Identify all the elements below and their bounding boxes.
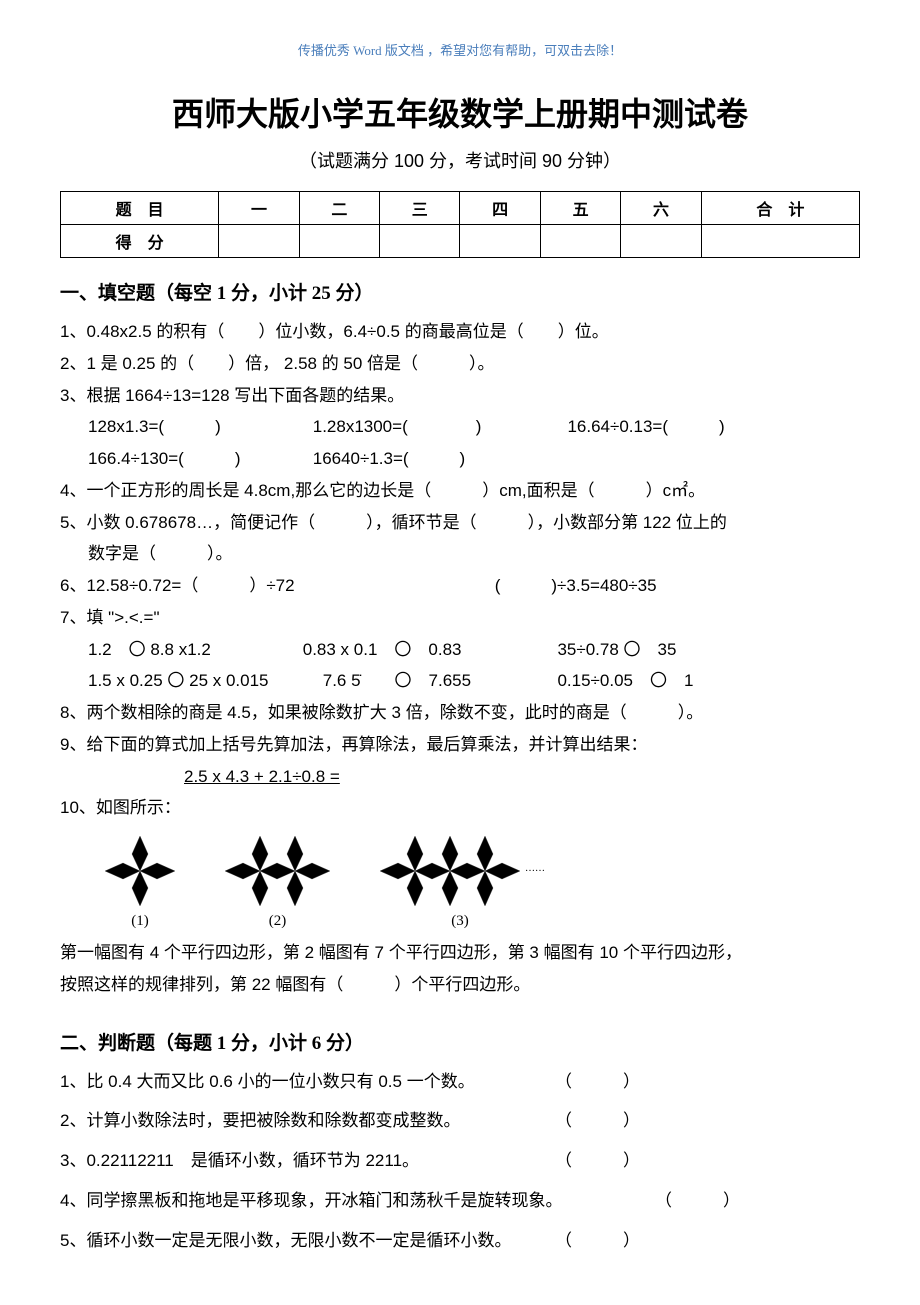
q2-5-text: 5、循环小数一定是无限小数，无限小数不一定是循环小数。 (60, 1226, 511, 1256)
q1-7: 7、填 ">.<.=" (60, 603, 860, 633)
diamond-pattern-2-icon (220, 831, 335, 911)
q1-7-line2: 1.5 x 0.25 〇 25 x 0.015 7.6 5̇ 〇 7.655 0… (60, 666, 860, 696)
q1-9: 9、给下面的算式加上括号先算加法，再算除法，最后算乘法，并计算出结果： (60, 730, 860, 760)
col-header-2: 二 (299, 192, 379, 225)
q1-3: 3、根据 1664÷13=128 写出下面各题的结果。 (60, 381, 860, 411)
col-header-6: 六 (621, 192, 701, 225)
score-cell (621, 225, 701, 258)
q1-3-l2a: 166.4÷130=( ) (88, 444, 308, 474)
figure-2: (2) (220, 831, 335, 930)
q2-1-text: 1、比 0.4 大而又比 0.6 小的一位小数只有 0.5 一个数。 (60, 1067, 475, 1097)
section-1-title: 一、填空题（每空 1 分，小计 25 分） (60, 278, 860, 305)
q1-7-line1: 1.2 〇 8.8 x1.2 0.83 x 0.1 〇 0.83 35÷0.78… (60, 635, 860, 665)
header-note: 传播优秀 Word 版文档 ，希望对您有帮助，可双击去除！ (60, 40, 860, 59)
q1-1: 1、0.48x2.5 的积有（ ）位小数，6.4÷0.5 的商最高位是（ ）位。 (60, 317, 860, 347)
q1-3-l1c: 16.64÷0.13=( ) (567, 412, 724, 442)
q1-6: 6、12.58÷0.72=（ ）÷72 ( )÷3.5=480÷35 (60, 571, 860, 601)
q1-7-l2c: 0.15÷0.05 〇 1 (557, 666, 693, 696)
judge-paren: （ ） (655, 1186, 740, 1216)
q1-3-line2: 166.4÷130=( ) 16640÷1.3=( ) (60, 444, 860, 474)
q1-7-l1a: 1.2 〇 8.8 x1.2 (88, 635, 298, 665)
diamond-pattern-3-icon: …… (375, 831, 545, 911)
score-cell (540, 225, 620, 258)
q1-10: 10、如图所示： (60, 793, 860, 823)
col-header-4: 四 (460, 192, 540, 225)
q1-7-l1b: 0.83 x 0.1 〇 0.83 (303, 635, 553, 665)
score-cell (299, 225, 379, 258)
figure-1: (1) (100, 831, 180, 930)
q2-2-text: 2、计算小数除法时，要把被除数和除数都变成整数。 (60, 1106, 460, 1136)
q2-4-text: 4、同学擦黑板和拖地是平移现象，开冰箱门和荡秋千是旋转现象。 (60, 1186, 562, 1216)
q1-3-line1: 128x1.3=( ) 1.28x1300=( ) 16.64÷0.13=( ) (60, 412, 860, 442)
q2-1: 1、比 0.4 大而又比 0.6 小的一位小数只有 0.5 一个数。 （ ） (60, 1067, 860, 1097)
figure-2-label: (2) (220, 913, 335, 930)
q2-2: 2、计算小数除法时，要把被除数和除数都变成整数。 （ ） (60, 1106, 860, 1136)
diamond-pattern-1-icon (100, 831, 180, 911)
q1-10-desc2: 按照这样的规律排列，第 22 幅图有（ ）个平行四边形。 (60, 970, 860, 1000)
score-cell (380, 225, 460, 258)
figure-3: …… (3) (375, 831, 545, 930)
q1-7-l2b: 7.6 5̇ 〇 7.655 (323, 666, 553, 696)
q1-5-cont: 数字是（ ）。 (60, 539, 860, 569)
main-title: 西师大版小学五年级数学上册期中测试卷 (60, 89, 860, 135)
score-cell (460, 225, 540, 258)
q1-3-l1a: 128x1.3=( ) (88, 412, 308, 442)
col-header-1: 一 (219, 192, 299, 225)
score-cell (219, 225, 299, 258)
q2-4: 4、同学擦黑板和拖地是平移现象，开冰箱门和荡秋千是旋转现象。 （ ） (60, 1186, 860, 1216)
score-table: 题 目 一 二 三 四 五 六 合 计 得 分 (60, 191, 860, 258)
q1-3-l2b: 16640÷1.3=( ) (313, 444, 466, 474)
q1-9-expr: 2.5 x 4.3 + 2.1÷0.8 = (60, 762, 860, 792)
q1-6b: ( )÷3.5=480÷35 (495, 571, 657, 601)
q2-3-text: 3、0.22112211 是循环小数，循环节为 2211。 (60, 1146, 419, 1176)
q1-6a: 6、12.58÷0.72=（ ）÷72 (60, 571, 490, 601)
figure-1-label: (1) (100, 913, 180, 930)
col-header-3: 三 (380, 192, 460, 225)
col-header-5: 五 (540, 192, 620, 225)
judge-paren: （ ） (555, 1106, 640, 1136)
score-cell (701, 225, 859, 258)
subtitle: （试题满分 100 分，考试时间 90 分钟） (60, 147, 860, 173)
q1-7-l1c: 35÷0.78 〇 35 (557, 635, 676, 665)
q1-10-desc1: 第一幅图有 4 个平行四边形，第 2 幅图有 7 个平行四边形，第 3 幅图有 … (60, 938, 860, 968)
figures-row: (1) (2) (60, 831, 860, 930)
judge-paren: （ ） (555, 1226, 640, 1256)
q1-2: 2、1 是 0.25 的（ ）倍， 2.58 的 50 倍是（ ）。 (60, 349, 860, 379)
q1-8: 8、两个数相除的商是 4.5，如果被除数扩大 3 倍，除数不变，此时的商是（ ）… (60, 698, 860, 728)
q1-9-expr-text: 2.5 x 4.3 + 2.1÷0.8 = (180, 762, 344, 792)
q2-5: 5、循环小数一定是无限小数，无限小数不一定是循环小数。 （ ） (60, 1226, 860, 1256)
row-label-score: 得 分 (61, 225, 219, 258)
judge-paren: （ ） (555, 1146, 640, 1176)
q1-5: 5、小数 0.678678…，简便记作（ ），循环节是（ ），小数部分第 122… (60, 508, 860, 538)
table-header-row: 题 目 一 二 三 四 五 六 合 计 (61, 192, 860, 225)
q1-4: 4、一个正方形的周长是 4.8cm,那么它的边长是（ ）cm,面积是（ ）c㎡。 (60, 476, 860, 506)
q1-7-l2a: 1.5 x 0.25 〇 25 x 0.015 (88, 666, 318, 696)
figure-3-label: (3) (375, 913, 545, 930)
judge-paren: （ ） (555, 1067, 640, 1097)
q1-3-l1b: 1.28x1300=( ) (313, 412, 563, 442)
q2-3: 3、0.22112211 是循环小数，循环节为 2211。 （ ） (60, 1146, 860, 1176)
section-2-title: 二、判断题（每题 1 分，小计 6 分） (60, 1028, 860, 1055)
svg-text:……: …… (525, 863, 545, 874)
col-header-label: 题 目 (61, 192, 219, 225)
table-score-row: 得 分 (61, 225, 860, 258)
col-header-total: 合 计 (701, 192, 859, 225)
